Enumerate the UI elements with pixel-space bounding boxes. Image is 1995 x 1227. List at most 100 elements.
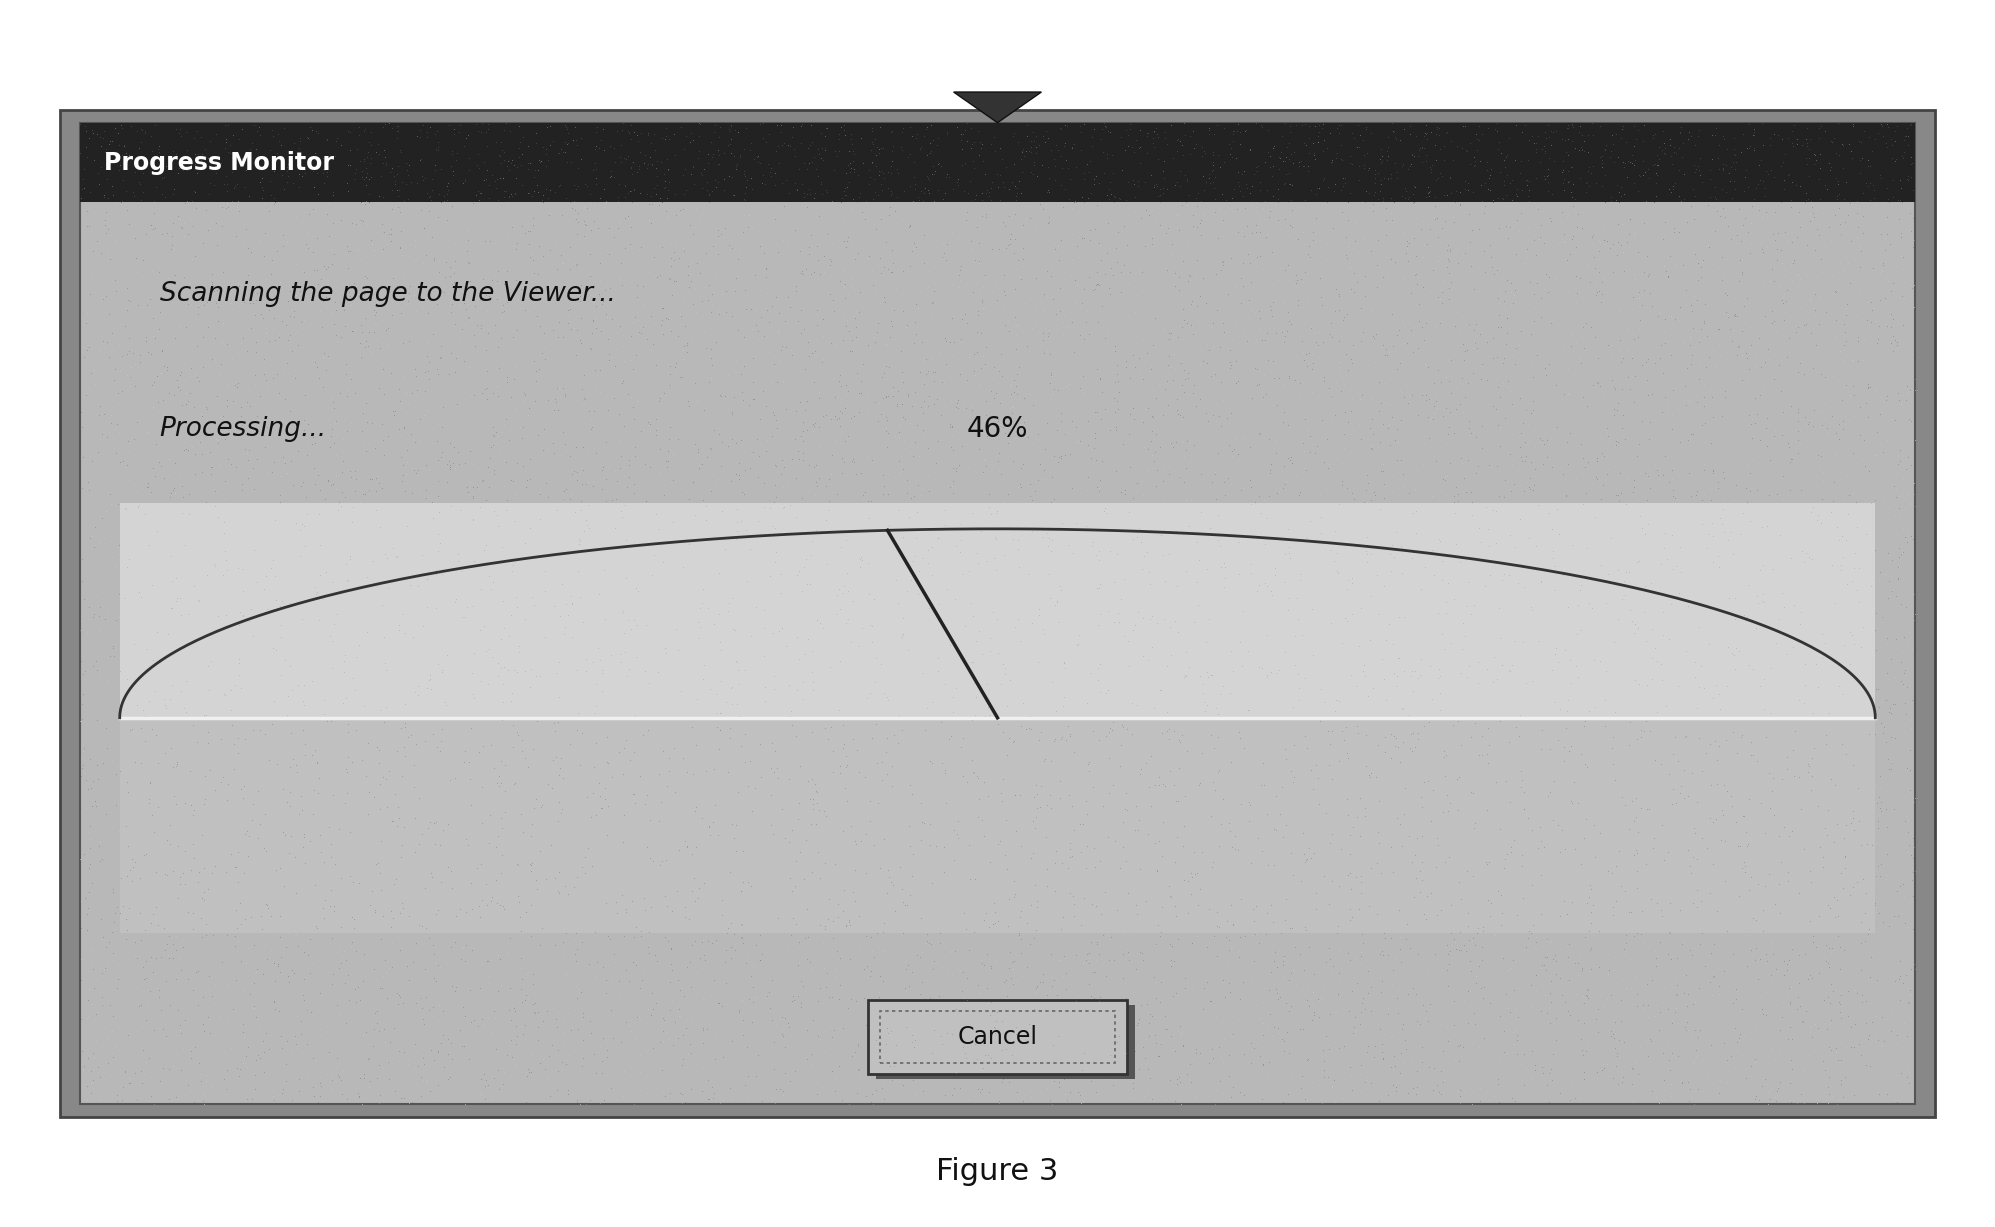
Point: [349, 119, 381, 139]
Point: [1863, 787, 1895, 806]
Point: [327, 506, 359, 525]
Point: [1666, 1071, 1698, 1091]
Point: [1656, 1086, 1688, 1106]
Point: [383, 420, 415, 439]
Point: [1768, 169, 1799, 189]
Point: [1371, 150, 1402, 169]
Point: [608, 774, 640, 794]
Point: [774, 769, 806, 789]
Point: [1047, 151, 1079, 171]
Point: [676, 253, 708, 272]
Point: [1001, 178, 1033, 198]
Point: [581, 952, 612, 972]
Point: [1670, 637, 1702, 656]
Point: [1510, 844, 1542, 864]
Point: [283, 523, 315, 542]
Point: [720, 464, 752, 483]
Point: [313, 520, 345, 540]
Point: [387, 627, 419, 647]
Point: [1045, 445, 1077, 465]
Point: [1396, 798, 1428, 817]
Point: [1748, 377, 1780, 396]
Point: [736, 993, 768, 1012]
Point: [1418, 188, 1450, 207]
Point: [1438, 166, 1470, 185]
Point: [872, 162, 904, 182]
Point: [411, 288, 443, 308]
Point: [1071, 945, 1103, 964]
Point: [1636, 158, 1668, 178]
Point: [786, 899, 818, 919]
Point: [1307, 746, 1339, 766]
Point: [1432, 720, 1464, 740]
Point: [1628, 998, 1660, 1017]
Point: [1438, 212, 1470, 232]
Point: [1658, 137, 1690, 157]
Point: [850, 210, 882, 229]
Point: [848, 697, 880, 717]
Point: [1666, 497, 1698, 517]
Point: [1297, 360, 1329, 379]
Point: [664, 652, 696, 671]
Point: [1470, 263, 1502, 282]
Point: [1063, 378, 1095, 398]
Point: [1622, 980, 1654, 1000]
Point: [1047, 709, 1079, 729]
Point: [459, 617, 491, 637]
Point: [1265, 923, 1297, 942]
Point: [343, 125, 375, 145]
Point: [1738, 789, 1770, 809]
Point: [1049, 989, 1081, 1009]
Point: [1311, 190, 1343, 210]
Point: [1197, 172, 1229, 191]
Point: [94, 188, 126, 207]
Point: [537, 834, 569, 854]
Point: [419, 125, 451, 145]
Point: [1602, 432, 1634, 452]
Point: [1279, 840, 1311, 860]
Point: [1271, 164, 1303, 184]
Point: [1448, 844, 1480, 864]
Point: [994, 890, 1025, 909]
Point: [1576, 474, 1608, 493]
Point: [1754, 642, 1786, 661]
Point: [688, 321, 720, 341]
Point: [1155, 357, 1187, 377]
Point: [501, 1016, 533, 1036]
Point: [223, 574, 255, 594]
Point: [321, 610, 353, 629]
Point: [1484, 656, 1516, 676]
Point: [1484, 388, 1516, 407]
Point: [1482, 854, 1514, 874]
Point: [676, 156, 708, 175]
Point: [1179, 842, 1211, 861]
Point: [1135, 610, 1167, 629]
Point: [802, 796, 834, 816]
Point: [768, 449, 800, 469]
Point: [1432, 234, 1464, 254]
Point: [1815, 131, 1847, 151]
Point: [1424, 134, 1456, 153]
Point: [255, 461, 287, 481]
Point: [1075, 221, 1107, 240]
Point: [1071, 128, 1103, 147]
Point: [1257, 351, 1289, 371]
Point: [1313, 379, 1345, 399]
Point: [467, 1010, 499, 1029]
Point: [543, 793, 575, 812]
Point: [1873, 698, 1905, 718]
Point: [1568, 717, 1600, 736]
Point: [1395, 745, 1426, 764]
Point: [1630, 632, 1662, 652]
Point: [339, 461, 371, 481]
Point: [1367, 191, 1398, 211]
Point: [72, 157, 104, 177]
Point: [868, 940, 900, 960]
Point: [227, 233, 259, 253]
Point: [1672, 984, 1704, 1004]
Point: [441, 589, 473, 609]
Point: [1821, 113, 1853, 133]
Point: [1568, 506, 1600, 525]
Point: [1490, 334, 1522, 353]
Point: [860, 129, 892, 148]
